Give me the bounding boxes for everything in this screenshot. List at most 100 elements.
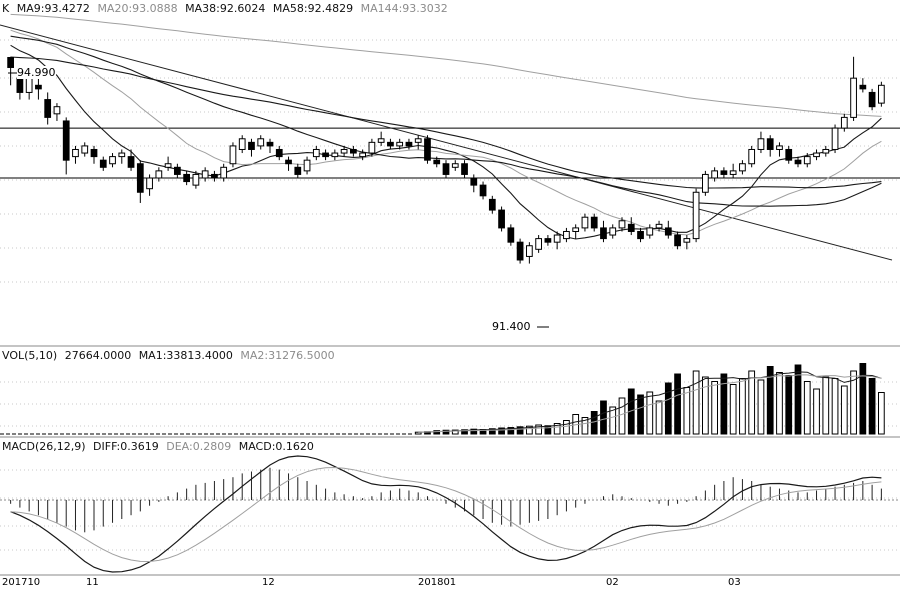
volume-value: 27664.0000 xyxy=(64,349,132,362)
candle-down xyxy=(405,141,413,147)
volume-bar xyxy=(664,382,672,435)
macd-diff-label: DIFF:0.3619 xyxy=(93,440,159,453)
candle-up xyxy=(25,77,33,93)
candle-up xyxy=(164,163,172,168)
candle-down xyxy=(136,163,144,193)
volume-ma1-label: MA1:33813.4000 xyxy=(138,349,233,362)
x-tick-label: 12 xyxy=(262,577,275,588)
x-tick-label: 02 xyxy=(606,577,619,588)
x-tick-label: 03 xyxy=(728,577,741,588)
candle-down xyxy=(544,238,552,243)
candle-down xyxy=(387,141,394,147)
volume-bar xyxy=(637,394,644,435)
candle-up xyxy=(414,138,422,143)
volume-bar xyxy=(803,381,811,435)
candle-down xyxy=(173,166,181,175)
candle-down xyxy=(285,159,292,165)
volume-bar xyxy=(739,378,746,435)
candle-down xyxy=(720,170,728,175)
candle-down xyxy=(794,159,802,165)
candle-up xyxy=(729,170,737,175)
volume-bar xyxy=(646,391,654,435)
candle-up xyxy=(238,138,246,150)
volume-bar xyxy=(470,428,478,435)
candle-down xyxy=(859,84,867,90)
candle-down xyxy=(461,163,468,175)
candle-down xyxy=(498,209,505,229)
ma20-label: MA20:93.0888 xyxy=(97,2,178,15)
x-tick-label: 201710 xyxy=(2,577,41,588)
candle-up xyxy=(303,159,311,172)
volume-bar xyxy=(674,373,681,435)
moving-average-line xyxy=(10,13,882,117)
candle-down xyxy=(424,138,431,161)
volume-bar xyxy=(877,392,885,435)
macd-line xyxy=(10,466,882,563)
candle-down xyxy=(127,156,135,168)
volume-bar xyxy=(535,424,543,435)
candle-down xyxy=(868,91,876,108)
macd-line xyxy=(10,455,882,573)
candle-up xyxy=(553,234,561,243)
candle-up xyxy=(618,220,626,229)
candle-up xyxy=(563,230,570,240)
volume-bar xyxy=(748,370,756,435)
volume-bar xyxy=(766,366,774,435)
candle-up xyxy=(257,138,265,147)
candle-down xyxy=(433,159,441,165)
volume-bar xyxy=(442,429,450,435)
volume-bar xyxy=(850,370,857,435)
candle-up xyxy=(609,227,617,236)
candle-down xyxy=(35,84,42,90)
candle-down xyxy=(479,184,487,197)
candle-down xyxy=(275,148,283,158)
volume-bar xyxy=(720,373,728,435)
ma58-label: MA58:92.4829 xyxy=(272,2,354,15)
candle-up xyxy=(377,138,385,143)
candle-up xyxy=(748,148,756,165)
volume-ma-line xyxy=(418,371,882,433)
candle-down xyxy=(90,148,98,158)
candle-down xyxy=(62,120,70,161)
x-tick-label: 11 xyxy=(86,577,99,588)
candle-up xyxy=(220,166,228,179)
macd-legend: MACD(26,12,9) DIFF:0.3619 DEA:0.2809 MAC… xyxy=(2,440,318,453)
volume-bar xyxy=(433,430,441,435)
volume-bar xyxy=(776,372,783,435)
candle-down xyxy=(248,141,255,150)
candle-up xyxy=(368,141,376,154)
candle-up xyxy=(118,152,126,158)
price-legend: K MA9:93.4272 MA20:93.0888 MA38:92.6024 … xyxy=(2,2,452,15)
candle-up xyxy=(739,163,746,172)
volume-bar xyxy=(655,400,663,435)
candle-up xyxy=(831,127,839,150)
macd-legend-name: MACD(26,12,9) xyxy=(2,440,86,453)
candle-down xyxy=(637,230,644,240)
volume-bar xyxy=(461,429,468,435)
candle-up xyxy=(877,84,885,104)
ma38-label: MA38:92.6024 xyxy=(185,2,266,15)
volume-bar xyxy=(831,378,839,435)
volume-bar xyxy=(600,400,607,435)
candle-down xyxy=(470,177,478,186)
candle-up xyxy=(757,138,765,150)
candle-up xyxy=(396,141,404,147)
candle-up xyxy=(813,152,820,158)
candle-up xyxy=(803,156,811,165)
volume-bar xyxy=(794,364,802,435)
candle-down xyxy=(442,163,450,175)
volume-bar xyxy=(711,381,719,435)
volume-ma-line xyxy=(418,374,882,433)
candle-up xyxy=(81,145,89,154)
candle-down xyxy=(516,241,524,261)
ma144-label: MA144:93.3032 xyxy=(360,2,448,15)
candle-down xyxy=(507,227,515,243)
candle-up xyxy=(525,245,533,257)
volume-bar xyxy=(544,425,552,435)
candle-up xyxy=(822,148,830,154)
candle-down xyxy=(294,166,302,175)
candle-up xyxy=(711,170,719,179)
high-price-annotation: 94.990 xyxy=(17,66,56,79)
candle-down xyxy=(99,159,107,168)
